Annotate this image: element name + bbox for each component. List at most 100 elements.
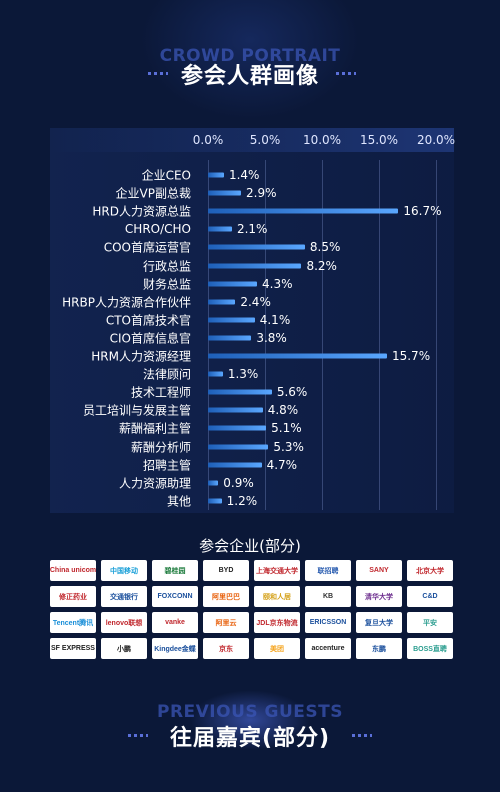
bar bbox=[208, 299, 236, 305]
company-logo: 阿里云 bbox=[203, 612, 249, 633]
company-logo: 清华大学 bbox=[356, 586, 402, 607]
bar-value-label: 8.2% bbox=[306, 258, 337, 273]
bar-value-label: 8.5% bbox=[309, 240, 341, 255]
bar-value-label: 5.6% bbox=[276, 385, 308, 400]
header-title: 参会人群画像 bbox=[180, 64, 319, 89]
bar bbox=[208, 226, 232, 232]
company-logo: vanke bbox=[152, 612, 198, 633]
bar-value-label: 15.7% bbox=[391, 349, 431, 363]
company-logo: 复旦大学 bbox=[356, 612, 402, 633]
axis-band bbox=[50, 128, 454, 152]
bar-value-label: 2.1% bbox=[236, 222, 268, 237]
bar-value-label: 0.9% bbox=[223, 475, 254, 490]
bar bbox=[208, 335, 252, 341]
company-logo: 修正药业 bbox=[50, 586, 96, 607]
company-logo: KB bbox=[305, 586, 351, 607]
bar bbox=[208, 208, 399, 214]
bar-value-label: 4.1% bbox=[259, 312, 291, 327]
bar bbox=[208, 353, 387, 359]
decorative-dashes-right bbox=[336, 72, 356, 75]
company-logo: ERICSSON bbox=[305, 612, 351, 633]
company-logo: BYD bbox=[203, 560, 249, 581]
company-logo: 颐和人居 bbox=[254, 586, 300, 607]
footer-ghost-title: PREVIOUS GUESTS bbox=[156, 702, 344, 722]
company-logo: BOSS直聘 bbox=[407, 638, 453, 659]
company-logo: 交通银行 bbox=[101, 586, 147, 607]
decorative-dashes-right bbox=[352, 734, 372, 737]
bar bbox=[208, 462, 262, 468]
x-tick-label: 5.0% bbox=[249, 133, 281, 147]
gridline bbox=[208, 160, 209, 510]
bar bbox=[208, 172, 224, 178]
gridline bbox=[265, 160, 266, 510]
bar-value-label: 1.3% bbox=[227, 367, 259, 382]
category-label: 财务总监 bbox=[142, 277, 191, 292]
companies-title: 参会企业(部分) bbox=[199, 537, 301, 555]
category-label: 员工培训与发展主管 bbox=[82, 403, 191, 418]
category-label: HRD人力资源总监 bbox=[92, 204, 191, 219]
company-logo: accenture bbox=[305, 638, 351, 659]
company-logo: JDL京东物流 bbox=[254, 612, 300, 633]
x-tick-label: 20.0% bbox=[416, 133, 456, 147]
category-label: 企业VP副总裁 bbox=[115, 186, 191, 201]
decorative-dashes-left bbox=[128, 734, 148, 737]
bar bbox=[208, 444, 269, 449]
company-logo: 东鹏 bbox=[356, 638, 402, 659]
bar-value-label: 5.3% bbox=[273, 439, 304, 454]
category-label: 企业CEO bbox=[141, 168, 191, 183]
company-logo: 平安 bbox=[407, 612, 453, 633]
bar bbox=[208, 425, 267, 431]
category-label: CTO首席技术官 bbox=[105, 313, 191, 328]
bar-value-label: 4.8% bbox=[267, 403, 299, 418]
bar bbox=[208, 371, 223, 377]
category-label: CIO首席信息官 bbox=[109, 331, 191, 346]
bar bbox=[208, 244, 305, 250]
gridline bbox=[379, 160, 380, 510]
category-label: HRM人力资源经理 bbox=[91, 349, 191, 364]
bar bbox=[208, 190, 242, 196]
category-label: HRBP人力资源合作伙伴 bbox=[62, 295, 191, 310]
category-label: 法律顾问 bbox=[142, 367, 191, 382]
bar bbox=[208, 389, 272, 395]
header-ghost-title: CROWD PORTRAIT bbox=[159, 46, 341, 66]
category-label: 薪酬福利主管 bbox=[118, 421, 191, 436]
decorative-dashes-left bbox=[148, 72, 168, 75]
bar-value-label: 16.7% bbox=[403, 204, 442, 219]
category-label: CHRO/CHO bbox=[124, 222, 191, 237]
x-tick-label: 0.0% bbox=[192, 133, 224, 147]
company-logo: 美团 bbox=[254, 638, 300, 659]
category-label: 行政总监 bbox=[142, 259, 191, 273]
company-logo: 联招聘 bbox=[305, 560, 351, 581]
company-logo: China unicom bbox=[50, 560, 96, 581]
category-label: 人力资源助理 bbox=[118, 476, 191, 491]
footer-glow bbox=[190, 690, 310, 750]
bar-value-label: 4.3% bbox=[262, 276, 293, 291]
company-logo: 上海交通大学 bbox=[254, 560, 300, 581]
company-logo: FOXCONN bbox=[152, 586, 198, 607]
x-tick-label: 15.0% bbox=[359, 133, 399, 147]
bar-value-label: 1.4% bbox=[228, 168, 260, 182]
x-tick-label: 10.0% bbox=[302, 133, 342, 147]
bar bbox=[208, 480, 219, 486]
bar bbox=[208, 263, 302, 268]
bar bbox=[208, 281, 258, 287]
company-logo-grid: China unicom 中国移动 碧桂园 BYD 上海交通大学 联招聘 SANY 北京大学修… bbox=[50, 560, 454, 670]
company-logo: lenovo联想 bbox=[101, 612, 147, 633]
gridline bbox=[436, 160, 437, 510]
company-logo: 中国移动 bbox=[101, 560, 147, 581]
bar-value-label: 4.7% bbox=[266, 457, 298, 472]
company-logo: Kingdee金蝶 bbox=[152, 638, 198, 659]
bar bbox=[208, 317, 255, 323]
category-label: 薪酬分析师 bbox=[130, 440, 191, 454]
section-header-previous-guests: PREVIOUS GUESTS 往届嘉宾(部分) bbox=[0, 700, 500, 780]
category-label: COO首席运营官 bbox=[103, 240, 191, 255]
company-logo: C&D bbox=[407, 586, 453, 607]
company-logo: 小鹏 bbox=[101, 638, 147, 659]
company-logo: 京东 bbox=[203, 638, 249, 659]
bar-value-label: 1.2% bbox=[226, 493, 258, 508]
bar-value-label: 2.9% bbox=[246, 186, 277, 201]
company-logo: SF EXPRESS bbox=[50, 638, 96, 659]
company-logo: 阿里巴巴 bbox=[203, 586, 249, 607]
bar-value-label: 3.8% bbox=[256, 330, 287, 345]
section-header-crowd-portrait: CROWD PORTRAIT 参会人群画像 bbox=[0, 40, 500, 100]
